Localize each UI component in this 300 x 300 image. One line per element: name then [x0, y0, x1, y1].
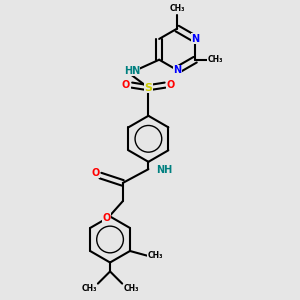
Text: N: N	[191, 34, 199, 44]
Text: CH₃: CH₃	[123, 284, 139, 293]
Text: CH₃: CH₃	[81, 284, 97, 293]
Text: CH₃: CH₃	[208, 55, 224, 64]
Text: S: S	[144, 83, 152, 93]
Text: O: O	[92, 168, 100, 178]
Text: O: O	[102, 213, 110, 223]
Text: HN: HN	[124, 66, 140, 76]
Text: CH₃: CH₃	[169, 4, 185, 13]
Text: O: O	[167, 80, 175, 90]
Text: O: O	[122, 80, 130, 90]
Text: N: N	[173, 65, 181, 75]
Text: NH: NH	[156, 165, 172, 175]
Text: CH₃: CH₃	[148, 251, 163, 260]
